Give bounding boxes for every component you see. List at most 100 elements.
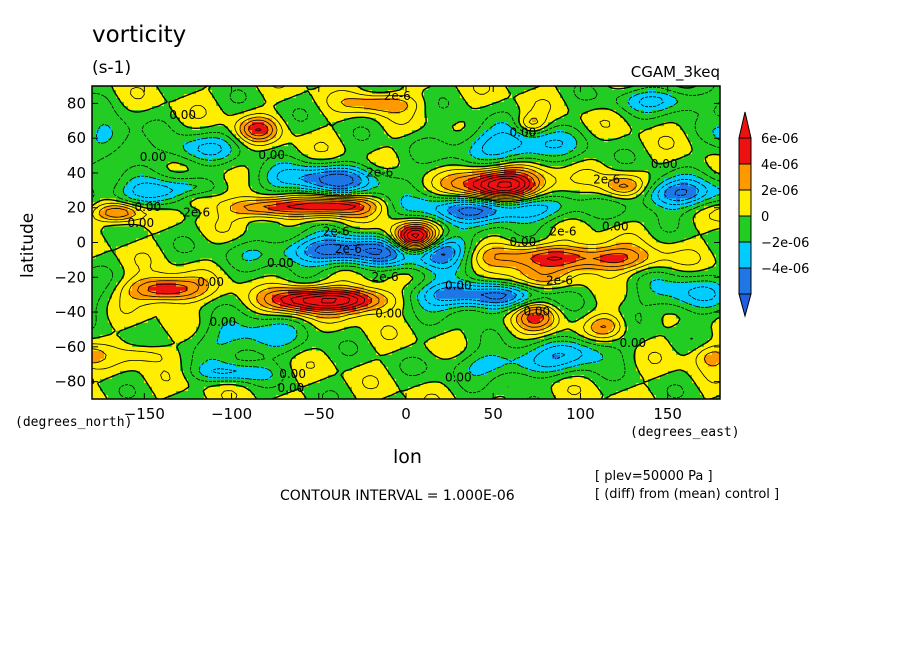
field-cell xyxy=(408,102,413,107)
field-cell xyxy=(660,170,665,175)
field-cell xyxy=(692,162,697,167)
field-cell xyxy=(380,106,385,111)
field-cell xyxy=(168,174,173,179)
field-cell xyxy=(400,194,405,199)
field-cell xyxy=(268,138,273,143)
field-cell xyxy=(264,198,269,203)
field-cell xyxy=(616,146,621,151)
field-cell xyxy=(568,106,573,111)
field-cell xyxy=(236,170,241,175)
field-cell xyxy=(228,122,233,127)
field-cell xyxy=(556,114,561,119)
field-cell xyxy=(132,122,137,127)
field-cell xyxy=(308,110,313,115)
field-cell xyxy=(668,98,673,103)
field-cell xyxy=(204,138,209,143)
field-cell xyxy=(704,138,709,143)
field-cell xyxy=(496,178,501,183)
field-cell xyxy=(536,122,541,127)
field-cell xyxy=(152,178,157,183)
field-cell xyxy=(152,170,157,175)
field-cell xyxy=(332,146,337,151)
field-cell xyxy=(380,122,385,127)
field-cell xyxy=(448,202,453,207)
field-cell xyxy=(240,126,245,131)
field-cell xyxy=(632,106,637,111)
field-cell xyxy=(696,134,701,139)
field-cell xyxy=(500,94,505,99)
field-cell xyxy=(100,182,105,187)
field-cell xyxy=(352,202,357,207)
field-cell xyxy=(420,102,425,107)
field-cell xyxy=(524,170,529,175)
field-cell xyxy=(496,206,501,211)
field-cell xyxy=(192,190,197,195)
field-cell xyxy=(408,110,413,115)
field-cell xyxy=(236,182,241,187)
field-cell xyxy=(544,126,549,131)
field-cell xyxy=(628,134,633,139)
field-cell xyxy=(192,150,197,155)
field-cell xyxy=(292,126,297,131)
field-cell xyxy=(180,166,185,171)
field-cell xyxy=(200,122,205,127)
field-cell xyxy=(524,158,529,163)
field-cell xyxy=(636,138,641,143)
field-cell xyxy=(288,110,293,115)
field-cell xyxy=(204,106,209,111)
field-cell xyxy=(576,138,581,143)
field-cell xyxy=(444,102,449,107)
field-cell xyxy=(192,114,197,119)
field-cell xyxy=(620,206,625,211)
field-cell xyxy=(604,94,609,99)
field-cell xyxy=(308,106,313,111)
field-cell xyxy=(424,122,429,127)
field-cell xyxy=(472,206,477,211)
field-cell xyxy=(172,146,177,151)
field-cell xyxy=(160,194,165,199)
field-cell xyxy=(156,190,161,195)
field-cell xyxy=(152,194,157,199)
field-cell xyxy=(700,98,705,103)
field-cell xyxy=(456,154,461,159)
field-cell xyxy=(360,122,365,127)
field-cell xyxy=(360,198,365,203)
field-cell xyxy=(656,182,661,187)
field-cell xyxy=(360,158,365,163)
field-cell xyxy=(348,178,353,183)
field-cell xyxy=(188,150,193,155)
field-cell xyxy=(304,118,309,123)
field-cell xyxy=(516,122,521,127)
field-cell xyxy=(520,202,525,207)
field-cell xyxy=(524,210,529,216)
field-cell xyxy=(252,98,257,103)
field-cell xyxy=(432,170,437,175)
field-cell xyxy=(296,90,301,95)
field-cell xyxy=(152,110,157,115)
chart-title: vorticity xyxy=(92,22,187,48)
field-cell xyxy=(160,142,165,147)
field-cell xyxy=(120,170,125,175)
field-cell xyxy=(712,174,717,179)
field-cell xyxy=(592,146,597,151)
field-cell xyxy=(612,90,617,95)
field-cell xyxy=(480,194,485,199)
field-cell xyxy=(688,146,693,151)
field-cell xyxy=(296,178,301,183)
field-cell xyxy=(356,198,361,203)
field-cell xyxy=(684,202,689,207)
field-cell xyxy=(476,110,481,115)
field-cell xyxy=(412,158,417,163)
field-cell xyxy=(572,186,577,191)
field-cell xyxy=(276,182,281,187)
field-cell xyxy=(128,114,133,119)
field-cell xyxy=(464,98,469,103)
field-cell xyxy=(172,154,177,159)
field-cell xyxy=(112,146,117,151)
field-cell xyxy=(476,182,481,187)
field-cell xyxy=(640,194,645,199)
field-cell xyxy=(620,94,625,99)
field-cell xyxy=(292,138,297,143)
field-cell xyxy=(608,118,613,123)
field-cell xyxy=(624,186,629,191)
